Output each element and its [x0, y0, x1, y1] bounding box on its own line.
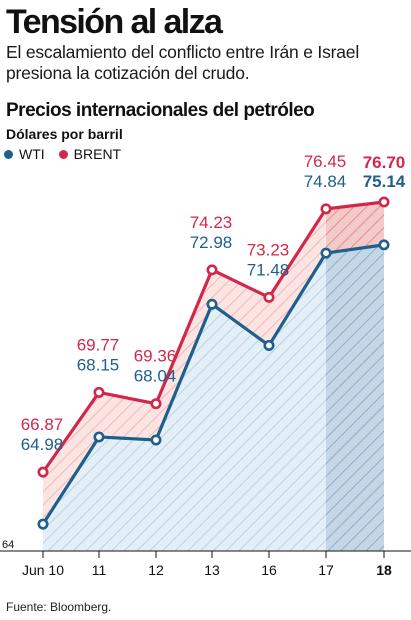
brent-point: [320, 203, 332, 215]
legend-swatch-wti: [4, 149, 13, 159]
legend-item-wti: WTI: [4, 146, 45, 162]
brent-data-label: 73.23: [247, 240, 290, 259]
wti-data-label: 68.15: [77, 355, 120, 374]
wti-point: [378, 239, 390, 251]
brent-point: [263, 291, 275, 303]
brent-data-label: 76.45: [304, 152, 347, 171]
source-note: Fuente: Bloomberg.: [6, 600, 112, 614]
x-tick-label: 13: [204, 562, 220, 578]
legend-label-wti: WTI: [19, 146, 45, 162]
brent-point: [93, 386, 105, 398]
wti-data-label: 74.84: [304, 172, 347, 191]
legend-label-brent: BRENT: [73, 146, 122, 162]
deck-text: El escalamiento del conflicto entre Irán…: [6, 42, 360, 83]
x-tick-label: 11: [92, 562, 107, 578]
wti-area: [43, 244, 384, 551]
brent-point: [378, 196, 390, 208]
x-tick-label: Jun 10: [22, 562, 64, 578]
wti-point: [150, 434, 162, 446]
headline: Tensión al alza: [6, 3, 223, 41]
wti-data-label: 71.48: [247, 260, 290, 279]
x-tick-label: 16: [261, 562, 277, 578]
x-tick-label: 17: [318, 562, 334, 578]
legend-swatch-brent: [58, 149, 68, 159]
brent-data-label: 69.77: [77, 335, 120, 354]
chart-title: Precios internacionales del petróleo: [6, 100, 315, 121]
wti-point: [263, 339, 275, 351]
brent-data-label: 74.23: [190, 213, 233, 232]
y-tick-label: 64: [2, 539, 14, 551]
wti-point: [93, 431, 105, 443]
wti-data-label: 64.98: [21, 435, 64, 454]
brent-data-label: 76.70: [363, 153, 406, 172]
wti-point: [320, 247, 332, 259]
brent-point: [37, 466, 49, 478]
x-tick-label: 18: [376, 562, 392, 578]
wti-brent-spread-area: [43, 201, 384, 525]
wti-area-latest: [326, 244, 384, 551]
brent-point: [206, 264, 218, 276]
brent-data-label: 69.36: [134, 347, 177, 366]
brent-data-label: 66.87: [21, 415, 64, 434]
wti-data-label: 68.04: [134, 367, 177, 386]
brent-point: [150, 398, 162, 410]
x-tick-label: 12: [148, 562, 164, 578]
wti-data-label: 72.98: [190, 233, 233, 252]
legend-item-brent: BRENT: [58, 146, 122, 162]
wti-point: [206, 298, 218, 310]
chart-unit-label: Dólares por barril: [6, 126, 123, 142]
spread-area-latest: [326, 201, 384, 254]
chart-legend: WTI BRENT: [4, 146, 135, 162]
wti-point: [37, 518, 49, 530]
wti-data-label: 75.14: [363, 172, 406, 191]
